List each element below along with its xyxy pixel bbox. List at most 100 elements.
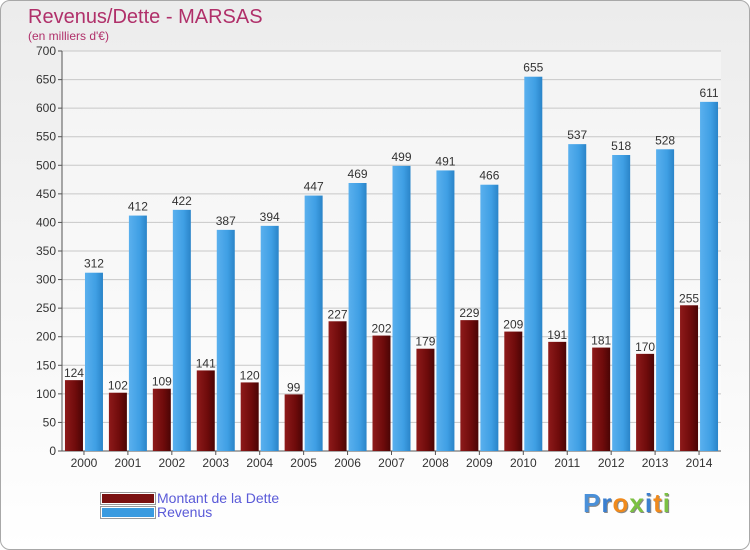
bar-revenue	[700, 101, 719, 451]
y-tick-label: 450	[36, 187, 56, 201]
bar-revenue	[216, 229, 235, 451]
data-label-debt: 209	[503, 318, 523, 332]
y-tick-label: 700	[36, 44, 56, 58]
logo-letter: i	[644, 488, 654, 518]
bar-debt	[372, 335, 391, 451]
data-label-revenue: 422	[172, 194, 192, 208]
x-tick-label: 2012	[598, 456, 625, 470]
data-label-revenue: 312	[84, 257, 104, 271]
chart-subtitle: (en milliers d'€)	[28, 29, 109, 43]
bar-debt	[504, 331, 523, 451]
bar-debt	[328, 321, 347, 451]
x-tick-label: 2010	[510, 456, 537, 470]
data-label-debt: 229	[459, 306, 479, 320]
data-label-revenue: 528	[655, 133, 675, 147]
logo-letter: r	[601, 488, 613, 518]
data-label-debt: 227	[328, 307, 348, 321]
data-label-revenue: 499	[391, 150, 411, 164]
bar-revenue	[392, 165, 411, 451]
data-label-debt: 179	[415, 335, 435, 349]
bar-revenue	[612, 155, 631, 451]
logo-letter: o	[612, 488, 630, 518]
data-label-revenue: 655	[523, 61, 543, 75]
data-label-debt: 170	[635, 340, 655, 354]
x-tick-label: 2001	[115, 456, 142, 470]
x-tick-label: 2008	[422, 456, 449, 470]
y-tick-label: 250	[36, 301, 56, 315]
bar-revenue	[348, 183, 367, 451]
y-tick-label: 150	[36, 358, 56, 372]
legend-label-revenue: Revenus	[157, 504, 213, 520]
bar-revenue	[656, 149, 675, 452]
bar-debt	[64, 380, 83, 451]
data-label-revenue: 447	[304, 180, 324, 194]
bar-debt	[240, 382, 259, 451]
bar-revenue	[84, 272, 103, 451]
y-tick-label: 50	[43, 415, 57, 429]
data-label-revenue: 469	[348, 167, 368, 181]
data-label-debt: 202	[371, 322, 391, 336]
legend-label-debt: Montant de la Dette	[157, 490, 280, 506]
bar-debt	[196, 370, 215, 451]
bar-revenue	[304, 195, 323, 451]
bar-revenue	[524, 76, 543, 451]
logo-letter: P	[583, 488, 602, 518]
bar-debt	[416, 348, 435, 451]
data-label-revenue: 537	[567, 128, 587, 142]
data-label-revenue: 491	[435, 154, 455, 168]
bar-debt	[548, 341, 567, 451]
logo-letter: i	[662, 488, 671, 518]
y-tick-label: 500	[36, 158, 56, 172]
x-tick-label: 2003	[202, 456, 229, 470]
y-tick-label: 300	[36, 273, 56, 287]
data-label-revenue: 466	[479, 169, 499, 183]
bar-debt	[460, 320, 479, 451]
x-tick-label: 2007	[378, 456, 405, 470]
data-label-debt: 255	[679, 291, 699, 305]
proxiti-logo: Proxiti	[583, 488, 671, 519]
data-label-revenue: 387	[216, 214, 236, 228]
x-tick-label: 2009	[466, 456, 493, 470]
data-label-debt: 102	[108, 379, 128, 393]
legend-swatch-debt	[101, 493, 155, 504]
x-tick-label: 2013	[642, 456, 669, 470]
x-tick-label: 2004	[246, 456, 273, 470]
logo-letter: x	[629, 488, 645, 518]
bar-revenue	[172, 209, 191, 451]
x-tick-label: 2005	[290, 456, 317, 470]
bar-revenue	[568, 144, 587, 451]
data-label-debt: 124	[64, 366, 84, 380]
bar-debt	[592, 347, 611, 451]
bar-debt	[152, 388, 171, 451]
x-tick-label: 2011	[554, 456, 580, 470]
data-label-revenue: 394	[260, 210, 280, 224]
data-label-debt: 141	[196, 356, 216, 370]
x-tick-label: 2000	[71, 456, 98, 470]
y-tick-label: 0	[49, 444, 56, 458]
bar-debt	[636, 353, 655, 451]
data-label-debt: 181	[591, 334, 611, 348]
logo-letter: t	[653, 488, 663, 518]
bar-debt	[284, 394, 303, 451]
bar-debt	[680, 305, 699, 451]
x-tick-label: 2006	[334, 456, 361, 470]
chart-title: Revenus/Dette - MARSAS	[28, 6, 263, 28]
x-tick-label: 2002	[158, 456, 185, 470]
y-tick-label: 350	[36, 244, 56, 258]
data-label-debt: 99	[287, 380, 301, 394]
data-label-revenue: 611	[699, 86, 718, 100]
bar-revenue	[436, 170, 455, 451]
y-tick-label: 600	[36, 101, 56, 115]
data-label-debt: 109	[152, 375, 172, 389]
bar-revenue	[128, 215, 147, 451]
y-tick-label: 200	[36, 330, 56, 344]
data-label-debt: 120	[240, 368, 260, 382]
y-tick-label: 400	[36, 215, 56, 229]
y-tick-label: 550	[36, 130, 56, 144]
y-tick-label: 650	[36, 73, 56, 87]
y-tick-label: 100	[36, 387, 56, 401]
legend-swatch-revenue	[101, 507, 155, 518]
x-tick-label: 2014	[686, 456, 713, 470]
